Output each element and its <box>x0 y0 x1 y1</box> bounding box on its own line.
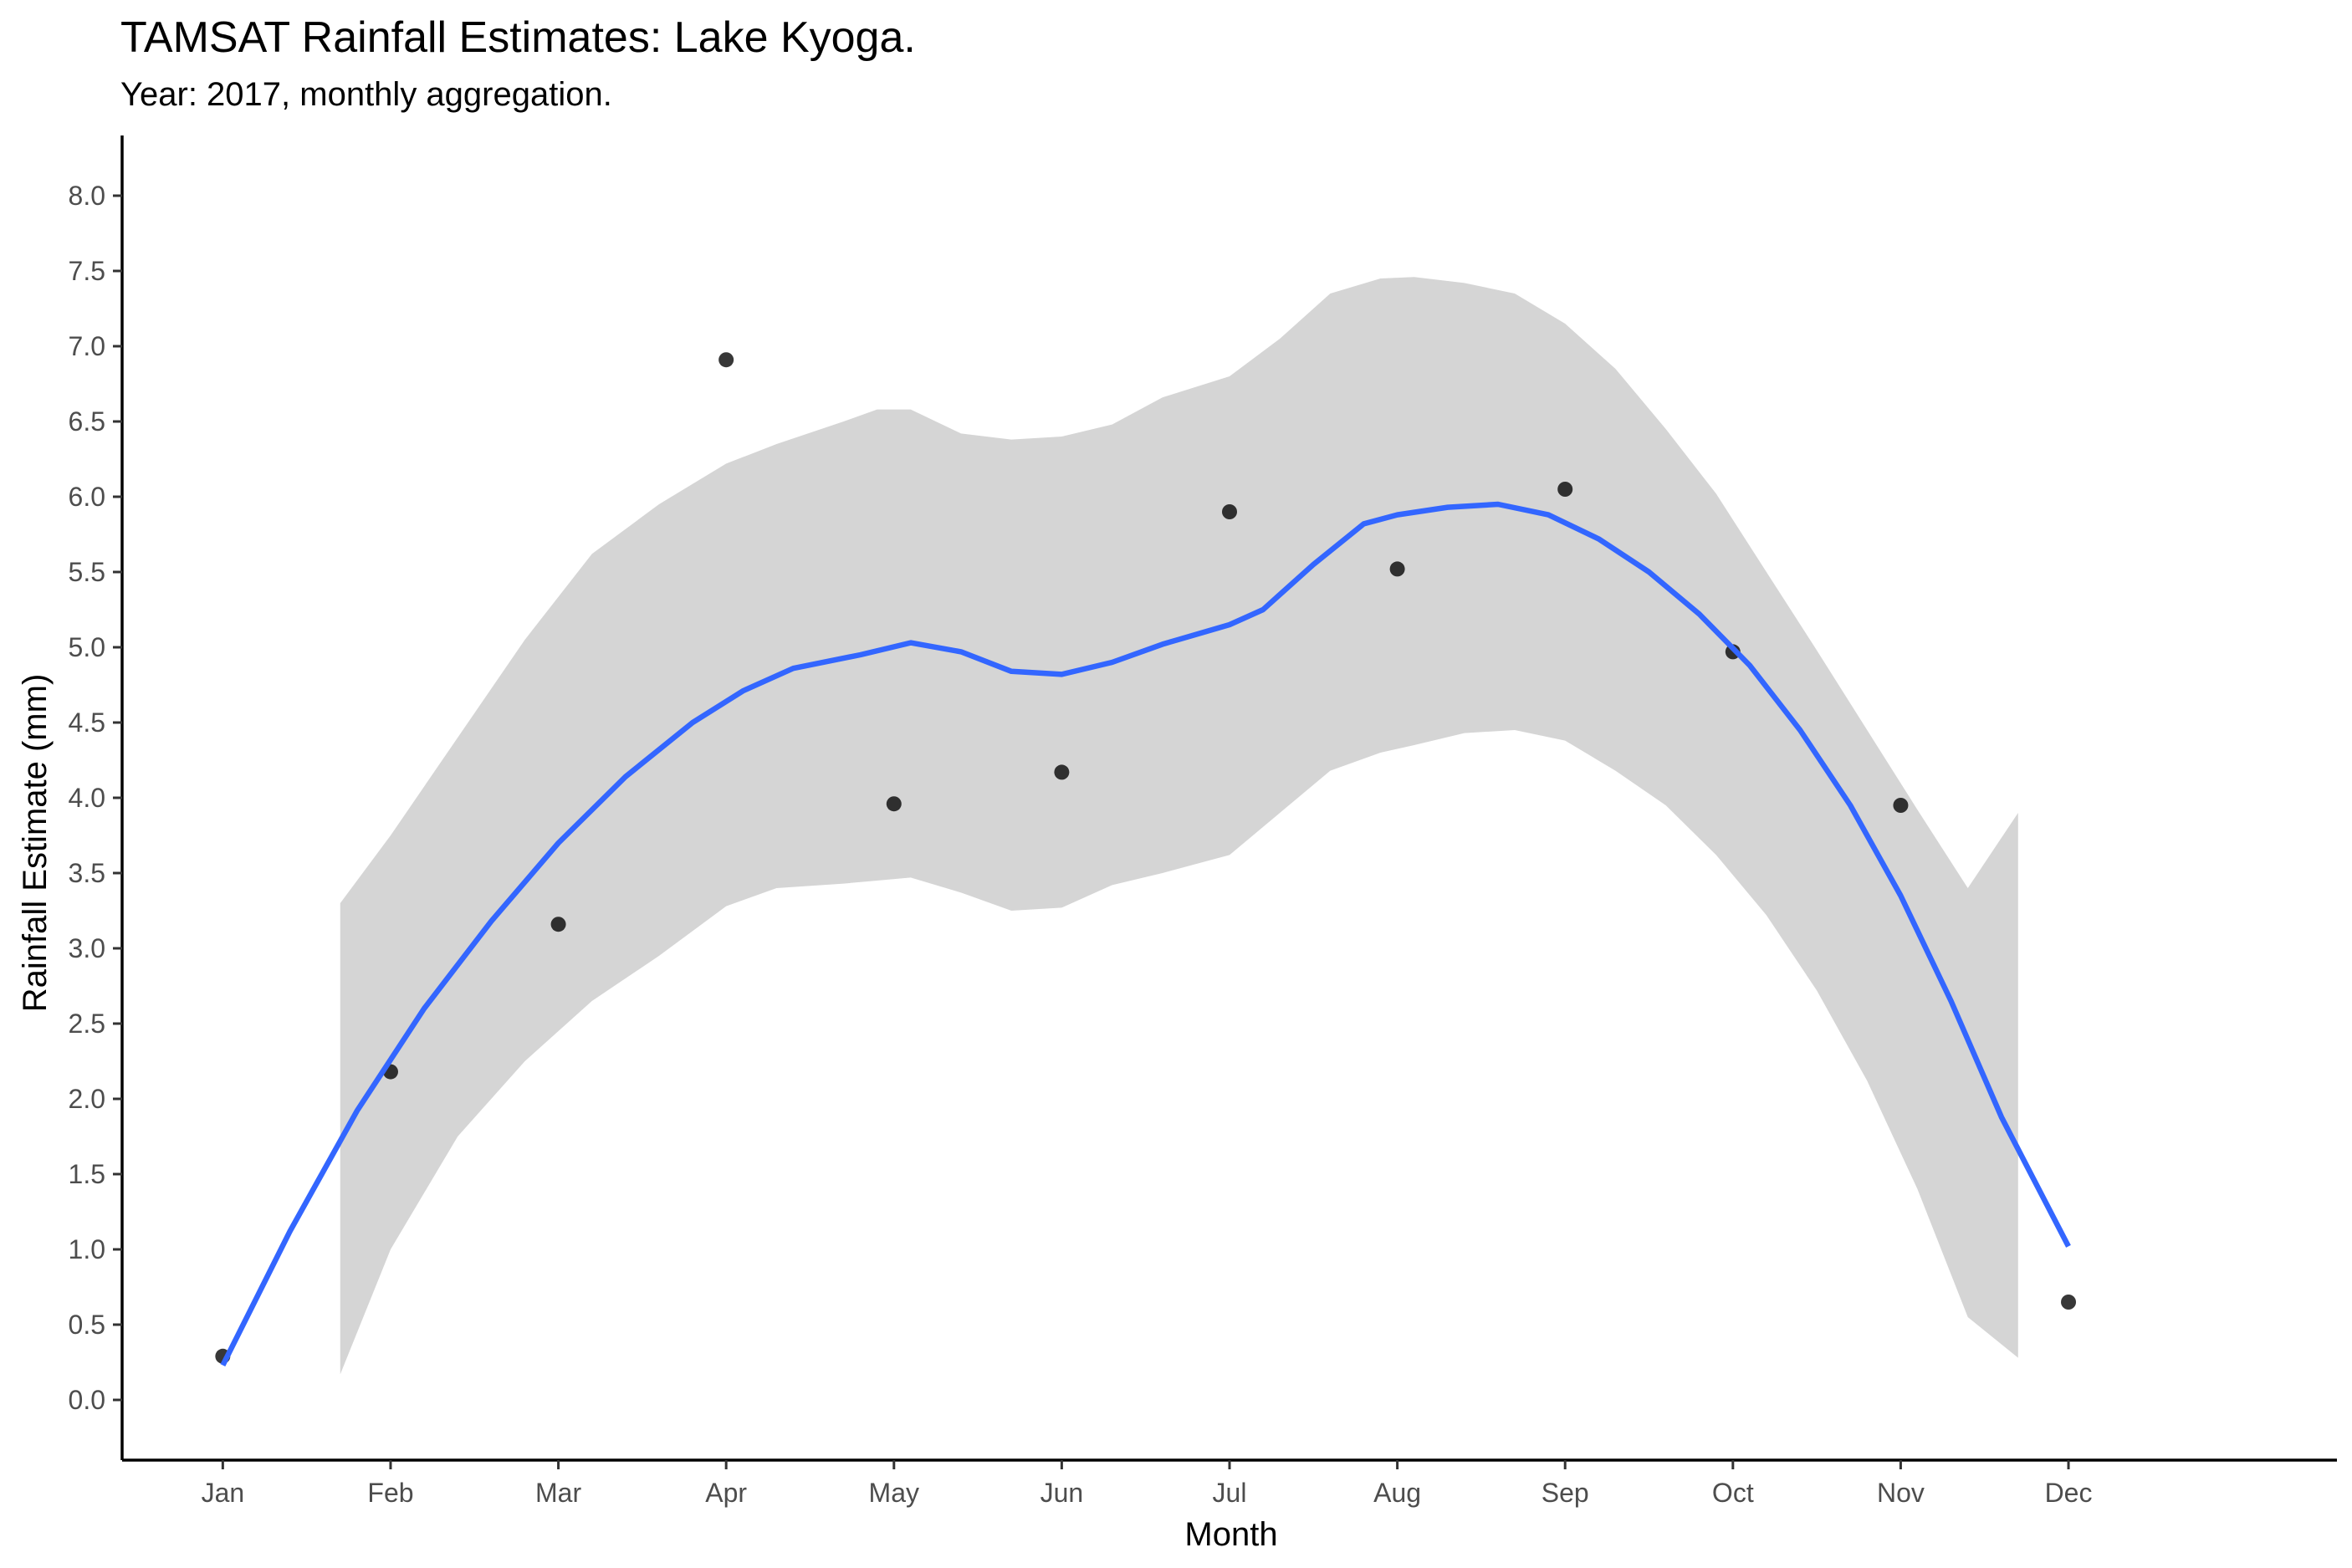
x-tick-label-aug: Aug <box>1373 1478 1421 1508</box>
x-tick-label-dec: Dec <box>2045 1478 2093 1508</box>
y-tick-label: 4.5 <box>69 707 105 738</box>
x-tick-label-jul: Jul <box>1213 1478 1247 1508</box>
data-point-mar <box>550 917 566 932</box>
plot-area <box>215 277 2077 1375</box>
x-tick-label-may: May <box>869 1478 919 1508</box>
x-tick-label-jun: Jun <box>1041 1478 1084 1508</box>
data-point-dec <box>2061 1295 2077 1310</box>
x-tick-label-sep: Sep <box>1542 1478 1589 1508</box>
x-tick-label-jan: Jan <box>202 1478 245 1508</box>
y-tick-label: 2.0 <box>69 1084 105 1114</box>
y-tick-label: 6.0 <box>69 482 105 512</box>
chart-title: TAMSAT Rainfall Estimates: Lake Kyoga. <box>120 13 916 62</box>
y-tick-label: 0.0 <box>69 1385 105 1415</box>
chart-subtitle: Year: 2017, monthly aggregation. <box>120 76 612 113</box>
x-tick-label-feb: Feb <box>367 1478 413 1508</box>
smooth-trend-line <box>220 501 2071 1367</box>
data-point-apr <box>718 352 734 368</box>
confidence-band <box>340 277 2018 1375</box>
y-tick-label: 5.0 <box>69 632 105 662</box>
data-point-may <box>886 796 902 812</box>
y-tick-label: 3.5 <box>69 858 105 888</box>
x-tick-label-oct: Oct <box>1712 1478 1754 1508</box>
y-tick-label: 1.5 <box>69 1159 105 1189</box>
y-axis-title: Rainfall Estimate (mm) <box>17 674 54 1013</box>
y-tick-label: 8.0 <box>69 181 105 211</box>
x-tick-label-mar: Mar <box>535 1478 581 1508</box>
y-tick-label: 3.0 <box>69 933 105 963</box>
y-tick-label: 1.0 <box>69 1234 105 1264</box>
y-tick-label: 7.0 <box>69 331 105 361</box>
x-tick-label-nov: Nov <box>1877 1478 1925 1508</box>
x-axis-title: Month <box>1184 1516 1277 1553</box>
data-point-jul <box>1222 504 1237 519</box>
axes: 0.0 0.5 1.0 1.5 2.0 2.5 3.0 3.5 4.0 4.5 5.0 5.5 6.0 6… <box>69 135 2337 1508</box>
x-tick-label-apr: Apr <box>705 1478 747 1508</box>
y-tick-label: 6.5 <box>69 406 105 437</box>
data-point-aug <box>1389 561 1405 577</box>
data-point-sep <box>1557 482 1573 497</box>
y-tick-label: 5.5 <box>69 557 105 587</box>
data-point-jun <box>1054 764 1070 780</box>
y-tick-label: 0.5 <box>69 1310 105 1340</box>
y-tick-label: 7.5 <box>69 256 105 286</box>
y-tick-label: 2.5 <box>69 1009 105 1039</box>
y-tick-label: 4.0 <box>69 783 105 813</box>
data-point-nov <box>1893 798 1909 813</box>
